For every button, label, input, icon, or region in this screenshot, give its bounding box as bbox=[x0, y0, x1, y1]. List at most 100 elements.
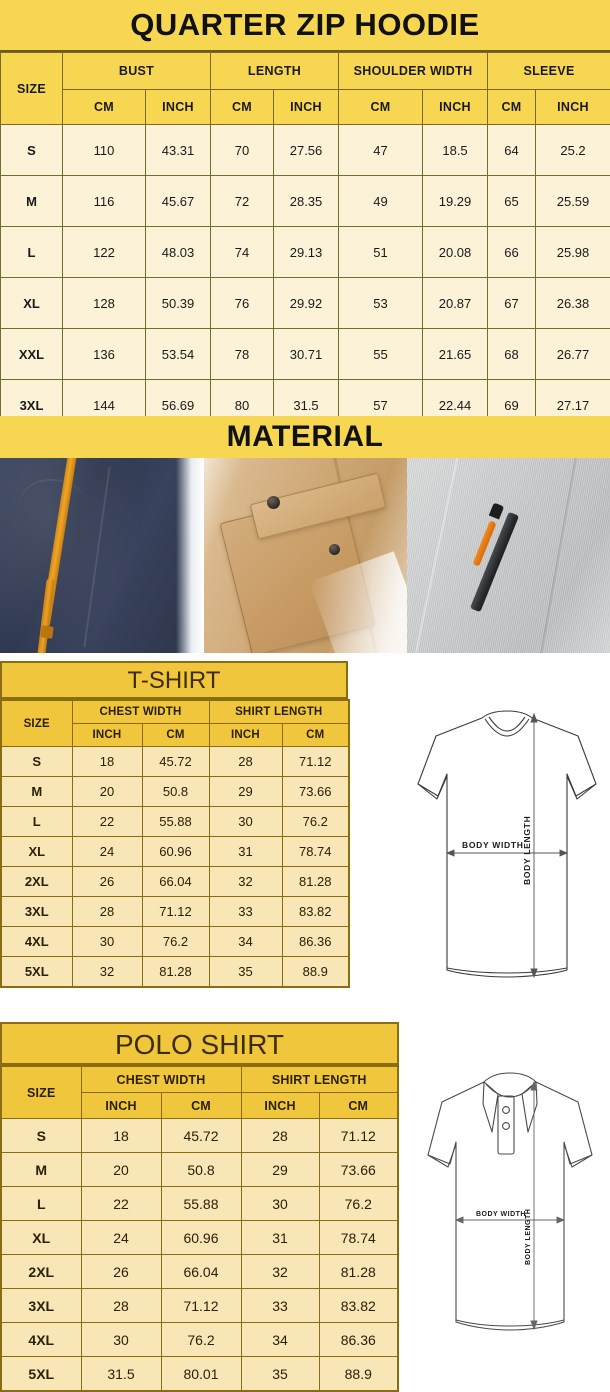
cell-bust-inch: 53.54 bbox=[146, 329, 211, 380]
cell-chest-cm: 55.88 bbox=[142, 807, 209, 837]
cell-chest-inch: 22 bbox=[72, 807, 142, 837]
cell-length-inch: 28.35 bbox=[274, 176, 339, 227]
table-row: 4XL 30 76.2 34 86.36 bbox=[1, 1323, 398, 1357]
table-row: L 22 55.88 30 76.2 bbox=[1, 807, 349, 837]
khaki-cargo-pocket-photo bbox=[204, 458, 407, 653]
polo-collar-inner bbox=[486, 1084, 534, 1097]
cell-length-inch: 29 bbox=[241, 1153, 319, 1187]
cell-chest-cm: 45.72 bbox=[142, 747, 209, 777]
cell-shoulder-inch: 20.08 bbox=[423, 227, 488, 278]
cell-length-inch: 29.13 bbox=[274, 227, 339, 278]
tshirt-hem bbox=[447, 968, 567, 973]
polo-unit-chest-cm: CM bbox=[161, 1093, 241, 1119]
table-row: S 18 45.72 28 71.12 bbox=[1, 747, 349, 777]
table-row: M 20 50.8 29 73.66 bbox=[1, 1153, 398, 1187]
cell-sleeve-inch: 26.77 bbox=[536, 329, 610, 380]
cell-size: 5XL bbox=[1, 957, 72, 988]
polo-col-shirt-length: SHIRT LENGTH bbox=[241, 1066, 398, 1093]
cell-chest-cm: 50.8 bbox=[142, 777, 209, 807]
hoodie-unit-shoulder-cm: CM bbox=[339, 90, 423, 125]
hoodie-header-row-groups: SIZE BUST LENGTH SHOULDER WIDTH SLEEVE bbox=[1, 53, 610, 90]
tshirt-unit-chest-inch: INCH bbox=[72, 724, 142, 747]
cell-chest-inch: 28 bbox=[81, 1289, 161, 1323]
table-row: XXL 136 53.54 78 30.71 55 21.65 68 26.77 bbox=[1, 329, 610, 380]
table-row: 5XL 31.5 80.01 35 88.9 bbox=[1, 1357, 398, 1392]
cell-chest-cm: 76.2 bbox=[161, 1323, 241, 1357]
cell-length-cm: 81.28 bbox=[319, 1255, 398, 1289]
cell-shoulder-cm: 47 bbox=[339, 125, 423, 176]
cell-bust-inch: 50.39 bbox=[146, 278, 211, 329]
polo-placket bbox=[498, 1096, 514, 1154]
cell-shoulder-inch: 20.87 bbox=[423, 278, 488, 329]
cell-size: 2XL bbox=[1, 1255, 81, 1289]
cell-chest-inch: 30 bbox=[72, 927, 142, 957]
cell-length-inch: 29 bbox=[209, 777, 282, 807]
hoodie-unit-sleeve-inch: INCH bbox=[536, 90, 610, 125]
cell-chest-cm: 45.72 bbox=[161, 1119, 241, 1153]
polo-table-body: S 18 45.72 28 71.12 M 20 50.8 29 73.66 L… bbox=[1, 1119, 398, 1392]
polo-size-table: SIZE CHEST WIDTH SHIRT LENGTH INCH CM IN… bbox=[0, 1065, 399, 1392]
polo-sleeve-cuff-right bbox=[564, 1144, 592, 1167]
hoodie-col-length: LENGTH bbox=[211, 53, 339, 90]
cell-shoulder-cm: 53 bbox=[339, 278, 423, 329]
cell-chest-cm: 50.8 bbox=[161, 1153, 241, 1187]
cell-length-inch: 35 bbox=[209, 957, 282, 988]
cell-size: 5XL bbox=[1, 1357, 81, 1392]
tshirt-neckline-outer bbox=[485, 719, 529, 736]
cell-shoulder-cm: 51 bbox=[339, 227, 423, 278]
cell-size: XL bbox=[1, 1221, 81, 1255]
cell-length-inch: 35 bbox=[241, 1357, 319, 1392]
tshirt-sleeve-cuff-left bbox=[418, 776, 447, 799]
navy-photo-edge bbox=[176, 458, 204, 653]
cell-bust-cm: 116 bbox=[63, 176, 146, 227]
hoodie-col-bust: BUST bbox=[63, 53, 211, 90]
cell-chest-inch: 20 bbox=[72, 777, 142, 807]
cell-length-cm: 74 bbox=[211, 227, 274, 278]
table-row: S 18 45.72 28 71.12 bbox=[1, 1119, 398, 1153]
cell-length-cm: 71.12 bbox=[319, 1119, 398, 1153]
table-row: XL 128 50.39 76 29.92 53 20.87 67 26.38 bbox=[1, 278, 610, 329]
polo-unit-chest-inch: INCH bbox=[81, 1093, 161, 1119]
polo-unit-length-inch: INCH bbox=[241, 1093, 319, 1119]
hoodie-size-table: SIZE BUST LENGTH SHOULDER WIDTH SLEEVE C… bbox=[0, 52, 610, 431]
cell-shoulder-inch: 21.65 bbox=[423, 329, 488, 380]
table-row: L 22 55.88 30 76.2 bbox=[1, 1187, 398, 1221]
hoodie-unit-length-inch: INCH bbox=[274, 90, 339, 125]
grey-fleece-pen-pocket-photo bbox=[407, 458, 610, 653]
cell-bust-inch: 48.03 bbox=[146, 227, 211, 278]
cell-size: S bbox=[1, 1119, 81, 1153]
cell-length-inch: 30 bbox=[241, 1187, 319, 1221]
table-row: 3XL 28 71.12 33 83.82 bbox=[1, 897, 349, 927]
cell-length-cm: 83.82 bbox=[282, 897, 349, 927]
cell-shoulder-cm: 49 bbox=[339, 176, 423, 227]
cell-length-cm: 72 bbox=[211, 176, 274, 227]
cell-size: 4XL bbox=[1, 1323, 81, 1357]
cell-chest-cm: 66.04 bbox=[161, 1255, 241, 1289]
cell-size: L bbox=[1, 227, 63, 278]
table-row: 3XL 28 71.12 33 83.82 bbox=[1, 1289, 398, 1323]
cell-length-inch: 28 bbox=[241, 1119, 319, 1153]
cell-length-inch: 30 bbox=[209, 807, 282, 837]
cell-chest-inch: 24 bbox=[81, 1221, 161, 1255]
quarter-zip-hoodie-section: QUARTER ZIP HOODIE SIZE BUST LENGTH SHOU… bbox=[0, 0, 610, 431]
table-row: 4XL 30 76.2 34 86.36 bbox=[1, 927, 349, 957]
cell-sleeve-cm: 67 bbox=[488, 278, 536, 329]
tshirt-unit-length-cm: CM bbox=[282, 724, 349, 747]
cell-chest-cm: 81.28 bbox=[142, 957, 209, 988]
tshirt-measurement-diagram: BODY WIDTH BODY LENGTH bbox=[410, 700, 605, 1000]
polo-button-bottom bbox=[503, 1123, 510, 1130]
polo-outline bbox=[428, 1073, 592, 1330]
cell-length-cm: 78 bbox=[211, 329, 274, 380]
table-row: 2XL 26 66.04 32 81.28 bbox=[1, 867, 349, 897]
table-row: 2XL 26 66.04 32 81.28 bbox=[1, 1255, 398, 1289]
table-row: S 110 43.31 70 27.56 47 18.5 64 25.2 bbox=[1, 125, 610, 176]
cell-size: L bbox=[1, 1187, 81, 1221]
tshirt-table-body: S 18 45.72 28 71.12 M 20 50.8 29 73.66 L… bbox=[1, 747, 349, 988]
cell-size: 2XL bbox=[1, 867, 72, 897]
polo-measurement-diagram: BODY WIDTH BODY LENGTH bbox=[420, 1060, 600, 1345]
cell-chest-cm: 55.88 bbox=[161, 1187, 241, 1221]
cell-size: S bbox=[1, 747, 72, 777]
tshirt-section: T-SHIRT SIZE CHEST WIDTH SHIRT LENGTH IN… bbox=[0, 661, 348, 988]
cell-length-cm: 81.28 bbox=[282, 867, 349, 897]
cell-chest-inch: 26 bbox=[81, 1255, 161, 1289]
